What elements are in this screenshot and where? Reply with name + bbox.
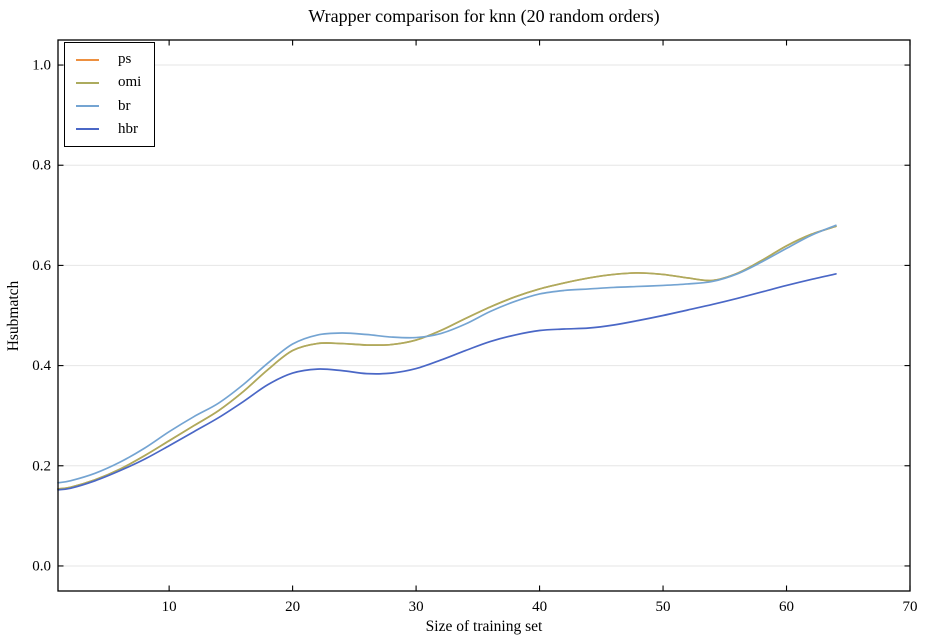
x-tick-label: 70 bbox=[903, 599, 918, 615]
legend-label-hbr: hbr bbox=[118, 120, 138, 137]
series-line-br bbox=[57, 224, 837, 484]
y-tick-label: 0.2 bbox=[32, 458, 51, 474]
legend-line-omi-icon bbox=[76, 81, 99, 84]
x-tick-label: 20 bbox=[285, 599, 300, 615]
y-axis-label: Hsubmatch bbox=[5, 280, 22, 352]
x-tick-label: 30 bbox=[409, 599, 424, 615]
legend-item-hbr: hbr bbox=[76, 120, 154, 137]
legend-line-hbr-icon bbox=[76, 128, 99, 131]
legend-label-br: br bbox=[118, 97, 131, 114]
series-line-hbr bbox=[57, 273, 837, 491]
x-tick-label: 10 bbox=[162, 599, 177, 615]
legend: ps omi br hbr bbox=[64, 42, 155, 147]
y-tick-label: 0.4 bbox=[32, 358, 51, 374]
legend-item-ps: ps bbox=[76, 52, 154, 67]
y-tick-label: 0.8 bbox=[32, 158, 51, 174]
x-tick-label: 40 bbox=[532, 599, 547, 615]
chart-title: Wrapper comparison for knn (20 random or… bbox=[308, 6, 660, 26]
series-line-omi bbox=[57, 225, 837, 490]
y-tick-label: 0.6 bbox=[32, 258, 51, 274]
legend-line-br-icon bbox=[76, 105, 99, 108]
x-tick-label: 50 bbox=[656, 599, 671, 615]
y-tick-label: 1.0 bbox=[32, 58, 51, 74]
legend-item-omi: omi bbox=[76, 75, 154, 90]
y-tick-label: 0.0 bbox=[32, 558, 51, 574]
x-tick-label: 60 bbox=[779, 599, 794, 615]
legend-label-omi: omi bbox=[118, 74, 142, 91]
axes-frame bbox=[57, 39, 911, 592]
legend-line-ps-icon bbox=[76, 58, 99, 61]
legend-label-ps: ps bbox=[118, 51, 132, 68]
x-axis-label: Size of training set bbox=[425, 618, 543, 635]
legend-item-br: br bbox=[76, 97, 154, 114]
